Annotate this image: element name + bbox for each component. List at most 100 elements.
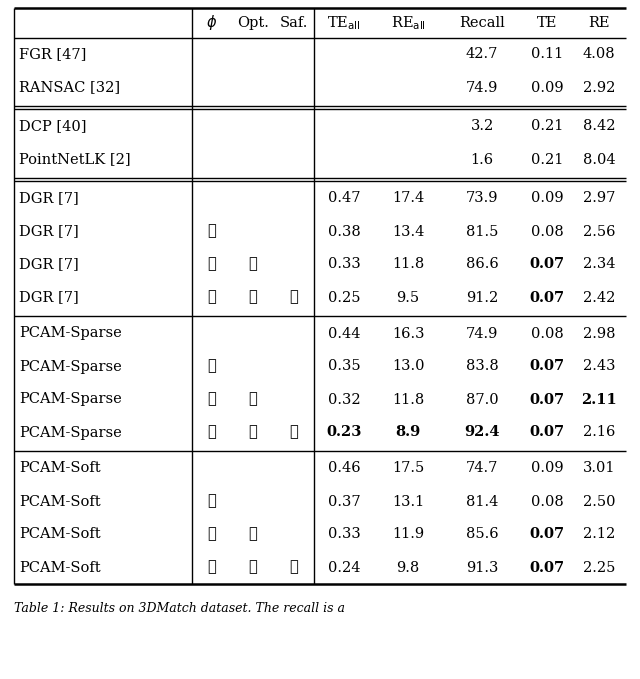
Text: Recall: Recall <box>459 16 505 30</box>
Text: 4.08: 4.08 <box>582 48 615 62</box>
Text: ✓: ✓ <box>207 257 216 272</box>
Text: 42.7: 42.7 <box>466 48 498 62</box>
Text: ✓: ✓ <box>207 528 216 541</box>
Text: 13.1: 13.1 <box>392 494 424 509</box>
Text: PCAM-Sparse: PCAM-Sparse <box>19 426 122 439</box>
Text: ✓: ✓ <box>248 291 257 304</box>
Text: 73.9: 73.9 <box>466 191 499 206</box>
Text: 0.08: 0.08 <box>531 225 563 238</box>
Text: 2.16: 2.16 <box>583 426 615 439</box>
Text: 2.92: 2.92 <box>583 81 615 94</box>
Text: 81.4: 81.4 <box>466 494 498 509</box>
Text: 8.42: 8.42 <box>583 120 615 134</box>
Text: PCAM-Soft: PCAM-Soft <box>19 528 100 541</box>
Text: ✓: ✓ <box>248 528 257 541</box>
Text: DCP [40]: DCP [40] <box>19 120 86 134</box>
Text: ✓: ✓ <box>207 359 216 373</box>
Text: 2.34: 2.34 <box>583 257 615 272</box>
Text: 0.23: 0.23 <box>326 426 362 439</box>
Text: 8.04: 8.04 <box>582 153 615 166</box>
Text: DGR [7]: DGR [7] <box>19 191 79 206</box>
Text: 2.98: 2.98 <box>583 327 615 340</box>
Text: 17.4: 17.4 <box>392 191 424 206</box>
Text: 0.24: 0.24 <box>328 560 360 574</box>
Text: TE: TE <box>537 16 557 30</box>
Text: 0.25: 0.25 <box>328 291 360 304</box>
Text: ✓: ✓ <box>207 291 216 304</box>
Text: 0.07: 0.07 <box>529 359 564 373</box>
Text: PointNetLK [2]: PointNetLK [2] <box>19 153 131 166</box>
Text: DGR [7]: DGR [7] <box>19 225 79 238</box>
Text: 0.33: 0.33 <box>328 528 360 541</box>
Text: ✓: ✓ <box>207 392 216 407</box>
Text: 0.44: 0.44 <box>328 327 360 340</box>
Text: 3.01: 3.01 <box>583 462 615 475</box>
Text: 2.25: 2.25 <box>583 560 615 574</box>
Text: ✓: ✓ <box>207 560 216 574</box>
Text: 74.9: 74.9 <box>466 327 498 340</box>
Text: ✓: ✓ <box>207 494 216 509</box>
Text: 2.12: 2.12 <box>583 528 615 541</box>
Text: 0.09: 0.09 <box>531 462 563 475</box>
Text: 0.21: 0.21 <box>531 153 563 166</box>
Text: 11.9: 11.9 <box>392 528 424 541</box>
Text: 0.21: 0.21 <box>531 120 563 134</box>
Text: 9.8: 9.8 <box>396 560 420 574</box>
Text: 8.9: 8.9 <box>396 426 420 439</box>
Text: RE$_{\mathrm{all}}$: RE$_{\mathrm{all}}$ <box>390 14 426 32</box>
Text: 0.07: 0.07 <box>529 392 564 407</box>
Text: 13.4: 13.4 <box>392 225 424 238</box>
Text: 0.07: 0.07 <box>529 291 564 304</box>
Text: 2.97: 2.97 <box>583 191 615 206</box>
Text: 92.4: 92.4 <box>464 426 500 439</box>
Text: ✓: ✓ <box>290 426 298 439</box>
Text: ✓: ✓ <box>248 426 257 439</box>
Text: 0.37: 0.37 <box>328 494 360 509</box>
Text: 83.8: 83.8 <box>466 359 499 373</box>
Text: 91.2: 91.2 <box>466 291 498 304</box>
Text: 0.32: 0.32 <box>328 392 360 407</box>
Text: PCAM-Soft: PCAM-Soft <box>19 560 100 574</box>
Text: 0.11: 0.11 <box>531 48 563 62</box>
Text: 0.35: 0.35 <box>328 359 360 373</box>
Text: ✓: ✓ <box>248 560 257 574</box>
Text: PCAM-Sparse: PCAM-Sparse <box>19 359 122 373</box>
Text: DGR [7]: DGR [7] <box>19 257 79 272</box>
Text: Opt.: Opt. <box>237 16 269 30</box>
Text: 0.07: 0.07 <box>529 426 564 439</box>
Text: 3.2: 3.2 <box>470 120 493 134</box>
Text: 17.5: 17.5 <box>392 462 424 475</box>
Text: 0.07: 0.07 <box>529 528 564 541</box>
Text: 2.56: 2.56 <box>583 225 615 238</box>
Text: PCAM-Soft: PCAM-Soft <box>19 494 100 509</box>
Text: 16.3: 16.3 <box>392 327 424 340</box>
Text: 74.9: 74.9 <box>466 81 498 94</box>
Text: PCAM-Sparse: PCAM-Sparse <box>19 392 122 407</box>
Text: 2.50: 2.50 <box>583 494 615 509</box>
Text: 0.33: 0.33 <box>328 257 360 272</box>
Text: 85.6: 85.6 <box>466 528 499 541</box>
Text: 0.38: 0.38 <box>328 225 360 238</box>
Text: 87.0: 87.0 <box>466 392 499 407</box>
Text: ✓: ✓ <box>248 392 257 407</box>
Text: ✓: ✓ <box>290 560 298 574</box>
Text: 81.5: 81.5 <box>466 225 498 238</box>
Text: 0.08: 0.08 <box>531 494 563 509</box>
Text: PCAM-Soft: PCAM-Soft <box>19 462 100 475</box>
Text: ✓: ✓ <box>207 225 216 238</box>
Text: RE: RE <box>588 16 610 30</box>
Text: ✓: ✓ <box>207 426 216 439</box>
Text: DGR [7]: DGR [7] <box>19 291 79 304</box>
Text: Saf.: Saf. <box>280 16 308 30</box>
Text: 0.09: 0.09 <box>531 81 563 94</box>
Text: 0.09: 0.09 <box>531 191 563 206</box>
Text: 2.43: 2.43 <box>583 359 615 373</box>
Text: 9.5: 9.5 <box>396 291 420 304</box>
Text: $\phi$: $\phi$ <box>207 14 218 33</box>
Text: TE$_{\mathrm{all}}$: TE$_{\mathrm{all}}$ <box>327 14 361 32</box>
Text: ✓: ✓ <box>248 257 257 272</box>
Text: 0.46: 0.46 <box>328 462 360 475</box>
Text: 86.6: 86.6 <box>466 257 499 272</box>
Text: 2.42: 2.42 <box>583 291 615 304</box>
Text: PCAM-Sparse: PCAM-Sparse <box>19 327 122 340</box>
